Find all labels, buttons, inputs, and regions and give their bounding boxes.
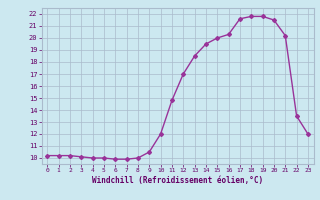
- X-axis label: Windchill (Refroidissement éolien,°C): Windchill (Refroidissement éolien,°C): [92, 176, 263, 185]
